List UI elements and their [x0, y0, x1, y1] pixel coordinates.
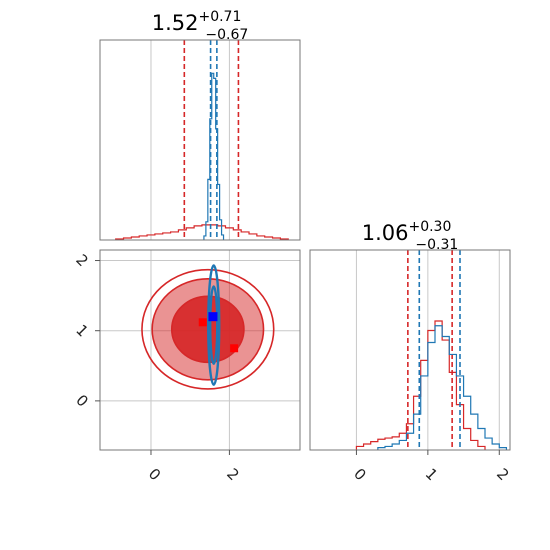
joint-panel-marks	[141, 264, 275, 390]
right-x-tick-label-1: 1	[422, 465, 441, 484]
joint-marker-series-0-0	[198, 318, 207, 327]
joint-y-tick-label-2: 2	[72, 251, 91, 270]
joint-marker-series-0-1	[230, 344, 239, 353]
top-panel-marks	[115, 40, 289, 240]
right-panel-hist-series-1	[377, 325, 508, 450]
joint-y-tick-label-0: 0	[72, 391, 91, 410]
right-panel-frame	[309, 249, 511, 451]
top-panel-hist-series-1	[203, 72, 225, 240]
right-panel-title: 1.06+0.30 −0.31	[362, 219, 459, 253]
joint-marker-series-1-0	[208, 312, 218, 322]
right-x-tick-label-0: 0	[350, 465, 369, 484]
top-panel-hist-series-0	[115, 224, 289, 240]
right-panel-marks	[355, 250, 508, 450]
top-panel-title: 1.52+0.71 −0.67	[152, 9, 249, 43]
right-x-tick-label-2: 2	[493, 465, 512, 484]
joint-y-tick-label-1: 1	[72, 321, 91, 340]
joint-contour-series-1-level-1	[208, 285, 219, 365]
joint-x-tick-label-1: 2	[223, 465, 242, 484]
joint-contour-series-0-level-0	[141, 268, 275, 390]
joint-x-tick-label-0: 0	[145, 465, 164, 484]
joint-contour-series-1-level-0	[207, 264, 221, 386]
joint-panel-frame	[99, 249, 301, 451]
top-panel-frame	[99, 39, 301, 241]
